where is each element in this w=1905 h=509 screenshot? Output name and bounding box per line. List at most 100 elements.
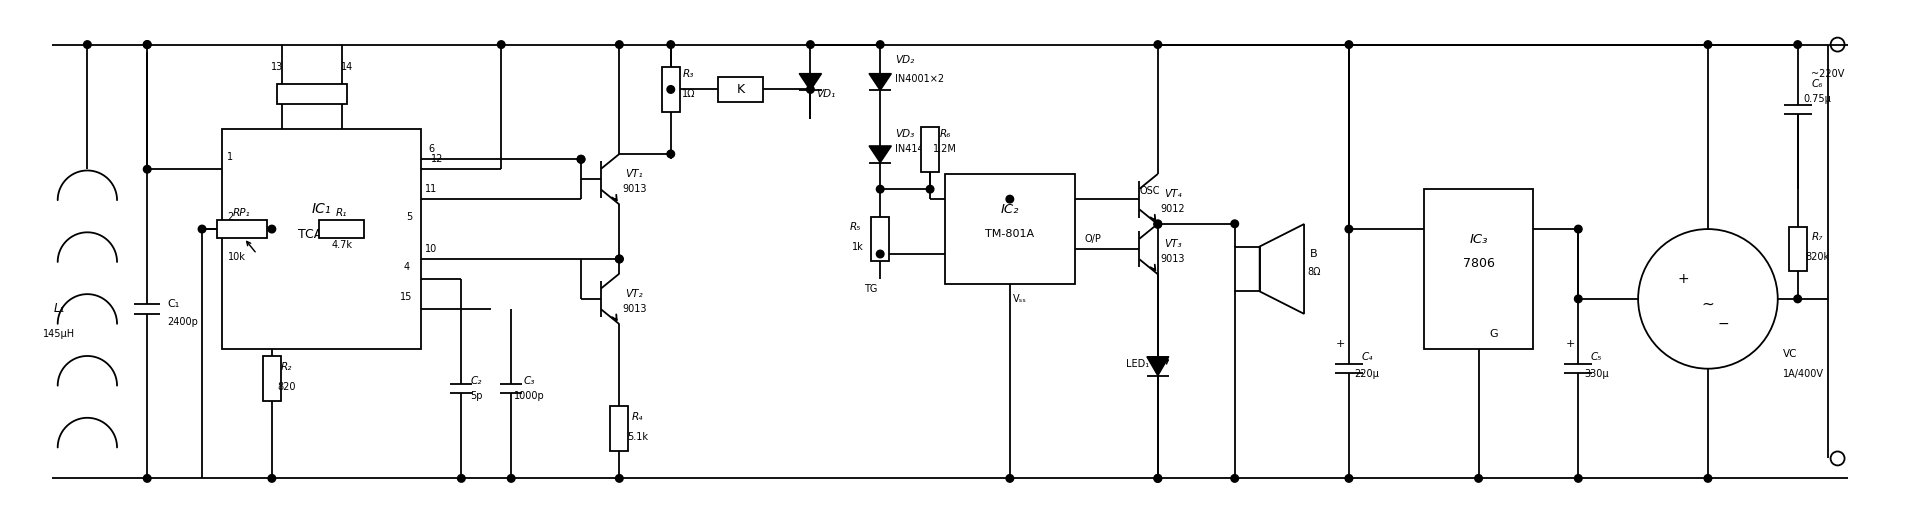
Circle shape <box>1231 220 1238 228</box>
Text: 820: 820 <box>278 382 295 391</box>
Text: 820k: 820k <box>1806 252 1829 262</box>
Bar <box>871 217 890 262</box>
Circle shape <box>1154 41 1162 48</box>
Bar <box>1234 246 1259 291</box>
Text: 5.1k: 5.1k <box>627 432 648 441</box>
Circle shape <box>1345 474 1353 482</box>
Circle shape <box>1575 474 1581 482</box>
Text: 14: 14 <box>341 62 352 71</box>
Text: 9013: 9013 <box>623 184 646 194</box>
Circle shape <box>143 165 150 173</box>
Text: 330μ: 330μ <box>1583 369 1608 379</box>
Text: C₁: C₁ <box>168 299 179 309</box>
Circle shape <box>84 41 91 48</box>
Polygon shape <box>869 74 892 91</box>
Text: 15: 15 <box>400 292 413 302</box>
Circle shape <box>198 225 206 233</box>
Bar <box>945 174 1074 284</box>
Circle shape <box>1006 474 1013 482</box>
Bar <box>1789 227 1806 271</box>
Text: C₄: C₄ <box>1362 352 1374 362</box>
Text: 10: 10 <box>425 244 438 254</box>
Text: OSC: OSC <box>1139 186 1160 196</box>
Circle shape <box>1154 220 1162 228</box>
Circle shape <box>1006 195 1013 203</box>
Text: +: + <box>1676 272 1690 286</box>
Text: G: G <box>1490 329 1497 339</box>
Text: 145μH: 145μH <box>44 329 76 339</box>
Text: TCA505: TCA505 <box>297 228 347 241</box>
Text: IC₃: IC₃ <box>1469 233 1488 245</box>
Circle shape <box>577 155 585 163</box>
Polygon shape <box>869 146 892 163</box>
Bar <box>223 129 421 349</box>
Circle shape <box>1705 41 1713 48</box>
Circle shape <box>615 474 623 482</box>
Bar <box>276 84 347 104</box>
Bar <box>922 127 939 172</box>
Circle shape <box>577 155 585 163</box>
Circle shape <box>497 41 505 48</box>
Bar <box>661 67 680 112</box>
Text: +: + <box>1566 339 1575 349</box>
Text: Vᴅᴅ: Vᴅᴅ <box>945 189 964 199</box>
Circle shape <box>806 41 813 48</box>
Text: 0.75μ: 0.75μ <box>1804 95 1831 104</box>
Bar <box>718 77 764 102</box>
Text: VC: VC <box>1783 349 1796 359</box>
Text: TM-801A: TM-801A <box>985 229 1034 239</box>
Text: C₃: C₃ <box>524 376 535 386</box>
Text: R₄: R₄ <box>632 412 644 421</box>
Text: 13: 13 <box>271 62 284 71</box>
Text: VT₁: VT₁ <box>625 169 644 179</box>
Text: 1A/400V: 1A/400V <box>1783 369 1823 379</box>
Text: 5p: 5p <box>471 390 482 401</box>
Circle shape <box>143 41 150 48</box>
Text: IN4001×2: IN4001×2 <box>895 74 945 84</box>
Bar <box>1423 189 1534 349</box>
Bar <box>320 220 364 238</box>
Circle shape <box>457 474 465 482</box>
Text: R₃: R₃ <box>684 70 695 79</box>
Text: R₁: R₁ <box>335 208 347 218</box>
Circle shape <box>615 255 623 263</box>
Text: C₆: C₆ <box>1812 79 1823 90</box>
Text: 6: 6 <box>429 144 434 154</box>
Text: C₂: C₂ <box>471 376 482 386</box>
Text: R₅: R₅ <box>850 222 861 232</box>
Circle shape <box>1705 474 1713 482</box>
Circle shape <box>507 474 514 482</box>
Text: 4: 4 <box>404 262 410 272</box>
Text: 7806: 7806 <box>1463 258 1495 270</box>
Text: 220μ: 220μ <box>1354 369 1379 379</box>
Text: +: + <box>1335 339 1345 349</box>
Text: R₂: R₂ <box>282 362 293 372</box>
Circle shape <box>667 150 674 158</box>
Text: 10k: 10k <box>229 252 246 262</box>
Bar <box>610 406 629 451</box>
Text: 2400p: 2400p <box>168 317 198 327</box>
Circle shape <box>876 250 884 258</box>
Text: 8Ω: 8Ω <box>1307 267 1320 277</box>
Text: VT₃: VT₃ <box>1164 239 1181 249</box>
Circle shape <box>1795 41 1802 48</box>
Circle shape <box>1154 474 1162 482</box>
Text: B: B <box>1311 249 1318 259</box>
Circle shape <box>615 41 623 48</box>
Text: −: − <box>1716 317 1728 331</box>
Text: VD₁: VD₁ <box>815 90 834 99</box>
Text: VD₃: VD₃ <box>895 129 914 139</box>
Polygon shape <box>800 74 821 91</box>
Text: 1Ω: 1Ω <box>682 90 695 99</box>
Circle shape <box>1345 41 1353 48</box>
Circle shape <box>1154 474 1162 482</box>
Text: ~220V: ~220V <box>1812 70 1844 79</box>
Text: 2: 2 <box>227 212 232 222</box>
Text: TG: TG <box>863 284 876 294</box>
Circle shape <box>1154 220 1162 228</box>
Circle shape <box>1474 474 1482 482</box>
Circle shape <box>1345 225 1353 233</box>
Circle shape <box>876 185 884 193</box>
Circle shape <box>1575 225 1581 233</box>
Bar <box>263 356 280 401</box>
